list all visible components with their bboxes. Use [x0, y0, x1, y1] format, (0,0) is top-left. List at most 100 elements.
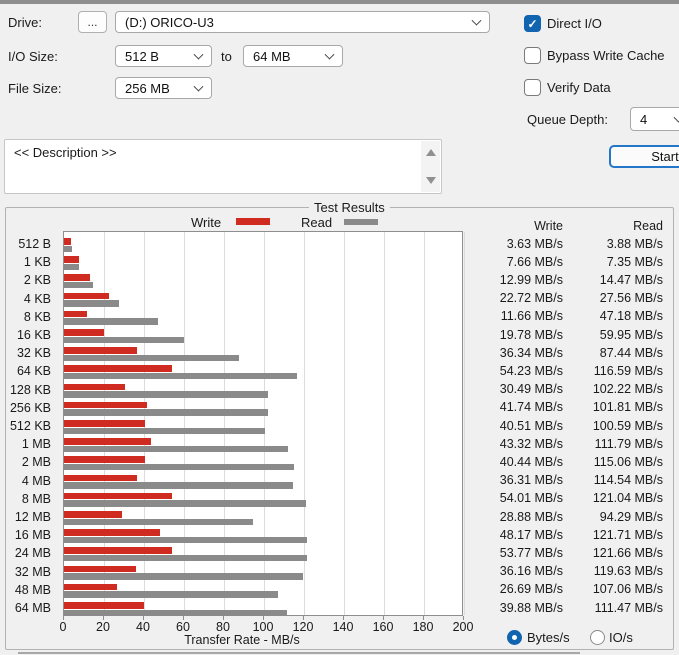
write-bar: [64, 583, 118, 591]
values-row: 30.49 MB/s 102.22 MB/s: [470, 382, 663, 396]
drive-select[interactable]: (D:) ORICO-U3: [115, 11, 490, 33]
write-bar: [64, 438, 151, 445]
bypass-write-cache-checkbox[interactable]: [524, 47, 541, 64]
values-row: 28.88 MB/s 94.29 MB/s: [470, 510, 663, 524]
chevron-down-icon: [471, 15, 482, 26]
values-row: 11.66 MB/s 47.18 MB/s: [470, 309, 663, 323]
category-label: 4 MB: [21, 473, 51, 488]
category-label: 8 MB: [21, 491, 51, 506]
gridline: [304, 232, 305, 615]
verify-data-checkbox[interactable]: [524, 79, 541, 96]
read-value: 14.47 MB/s: [599, 272, 663, 287]
x-axis-title: Transfer Rate - MB/s: [184, 633, 300, 647]
chevron-down-icon: [324, 49, 335, 60]
io-size-to-select[interactable]: 64 MB: [243, 45, 343, 67]
chevron-down-icon: [673, 112, 679, 123]
description-text: << Description >>: [14, 145, 117, 160]
direct-io-checkbox[interactable]: ✓: [524, 15, 541, 32]
read-value: 121.71 MB/s: [592, 527, 663, 542]
x-tick-label: 160: [372, 620, 394, 634]
read-value: 87.44 MB/s: [599, 345, 663, 360]
write-bar: [64, 383, 125, 391]
queue-depth-value: 4: [640, 111, 648, 127]
write-bar: [64, 602, 144, 609]
read-value: 102.22 MB/s: [592, 382, 663, 397]
read-value: 101.81 MB/s: [592, 400, 663, 415]
category-label: 512 B: [18, 237, 51, 251]
values-row: 54.01 MB/s 121.04 MB/s: [470, 491, 663, 505]
read-value: 111.47 MB/s: [594, 600, 663, 615]
file-size-label: File Size:: [8, 81, 62, 96]
values-row: 48.17 MB/s 121.71 MB/s: [470, 528, 663, 542]
category-label: 2 MB: [21, 455, 51, 470]
category-label: 128 KB: [9, 382, 51, 397]
category-label: 48 MB: [14, 582, 51, 597]
file-size-select[interactable]: 256 MB: [115, 77, 212, 99]
category-label: 1 MB: [21, 437, 51, 452]
write-value: 40.44 MB/s: [499, 454, 563, 469]
chevron-down-icon: [193, 81, 204, 92]
chevron-down-icon: [193, 49, 204, 60]
test-results-title: Test Results: [309, 200, 390, 215]
read-value: 27.56 MB/s: [599, 291, 663, 306]
window-bottom-edge: [18, 652, 580, 654]
category-label: 16 MB: [14, 528, 51, 543]
x-tick-label: 0: [59, 620, 67, 634]
read-bar: [64, 482, 294, 489]
write-value: 22.72 MB/s: [499, 291, 563, 306]
values-row: 36.31 MB/s 114.54 MB/s: [470, 473, 663, 487]
legend-read-label: Read: [301, 215, 333, 230]
read-bar: [64, 445, 288, 453]
read-bar: [64, 354, 239, 362]
values-row: 19.78 MB/s 59.95 MB/s: [470, 328, 663, 342]
read-value: 100.59 MB/s: [592, 418, 663, 433]
values-row: 43.32 MB/s 111.79 MB/s: [470, 437, 663, 451]
x-tick-mark: [463, 616, 464, 620]
x-tick-label: 20: [96, 620, 110, 634]
category-label: 8 KB: [23, 309, 51, 324]
direct-io-label: Direct I/O: [547, 16, 602, 31]
write-bar: [64, 456, 145, 463]
read-bar: [64, 409, 268, 416]
values-row: 7.66 MB/s 7.35 MB/s: [470, 255, 663, 269]
scroll-up-icon[interactable]: [426, 149, 436, 156]
gridline: [184, 232, 185, 615]
write-bar: [64, 511, 122, 518]
io-per-sec-radio[interactable]: [590, 630, 605, 645]
category-label: 24 MB: [14, 546, 51, 561]
read-bar: [64, 372, 298, 380]
values-row: 22.72 MB/s 27.56 MB/s: [470, 291, 663, 305]
write-value: 48.17 MB/s: [499, 527, 563, 542]
read-bar: [64, 245, 72, 252]
write-value: 28.88 MB/s: [499, 509, 563, 524]
io-size-from-select[interactable]: 512 B: [115, 45, 212, 67]
write-bar: [64, 420, 146, 427]
queue-depth-label: Queue Depth:: [527, 112, 608, 127]
write-value: 54.23 MB/s: [499, 363, 563, 378]
write-value: 36.16 MB/s: [499, 564, 563, 579]
write-bar: [64, 347, 137, 354]
description-scrollbar[interactable]: [421, 141, 440, 192]
read-value: 3.88 MB/s: [606, 236, 663, 251]
read-bar: [64, 300, 120, 307]
x-tick-label: 60: [176, 620, 190, 634]
scroll-down-icon[interactable]: [426, 177, 436, 184]
write-bar: [64, 401, 148, 409]
category-label: 16 KB: [16, 328, 51, 342]
values-row: 26.69 MB/s 107.06 MB/s: [470, 582, 663, 596]
io-size-from-value: 512 B: [125, 48, 159, 64]
description-box[interactable]: << Description >>: [4, 139, 442, 194]
write-value: 39.88 MB/s: [499, 600, 563, 615]
bypass-write-cache-label: Bypass Write Cache: [547, 48, 665, 63]
read-bar: [64, 500, 307, 507]
start-button[interactable]: Start: [609, 145, 679, 168]
x-tick-mark: [423, 616, 424, 620]
bytes-per-sec-radio[interactable]: [507, 630, 522, 645]
values-row: 36.16 MB/s 119.63 MB/s: [470, 564, 663, 578]
queue-depth-select[interactable]: 4: [630, 107, 679, 131]
write-bar: [64, 238, 72, 245]
io-size-to-value: 64 MB: [253, 48, 291, 64]
io-size-label: I/O Size:: [8, 49, 58, 64]
read-bar: [64, 609, 287, 616]
browse-button[interactable]: ...: [78, 11, 107, 33]
